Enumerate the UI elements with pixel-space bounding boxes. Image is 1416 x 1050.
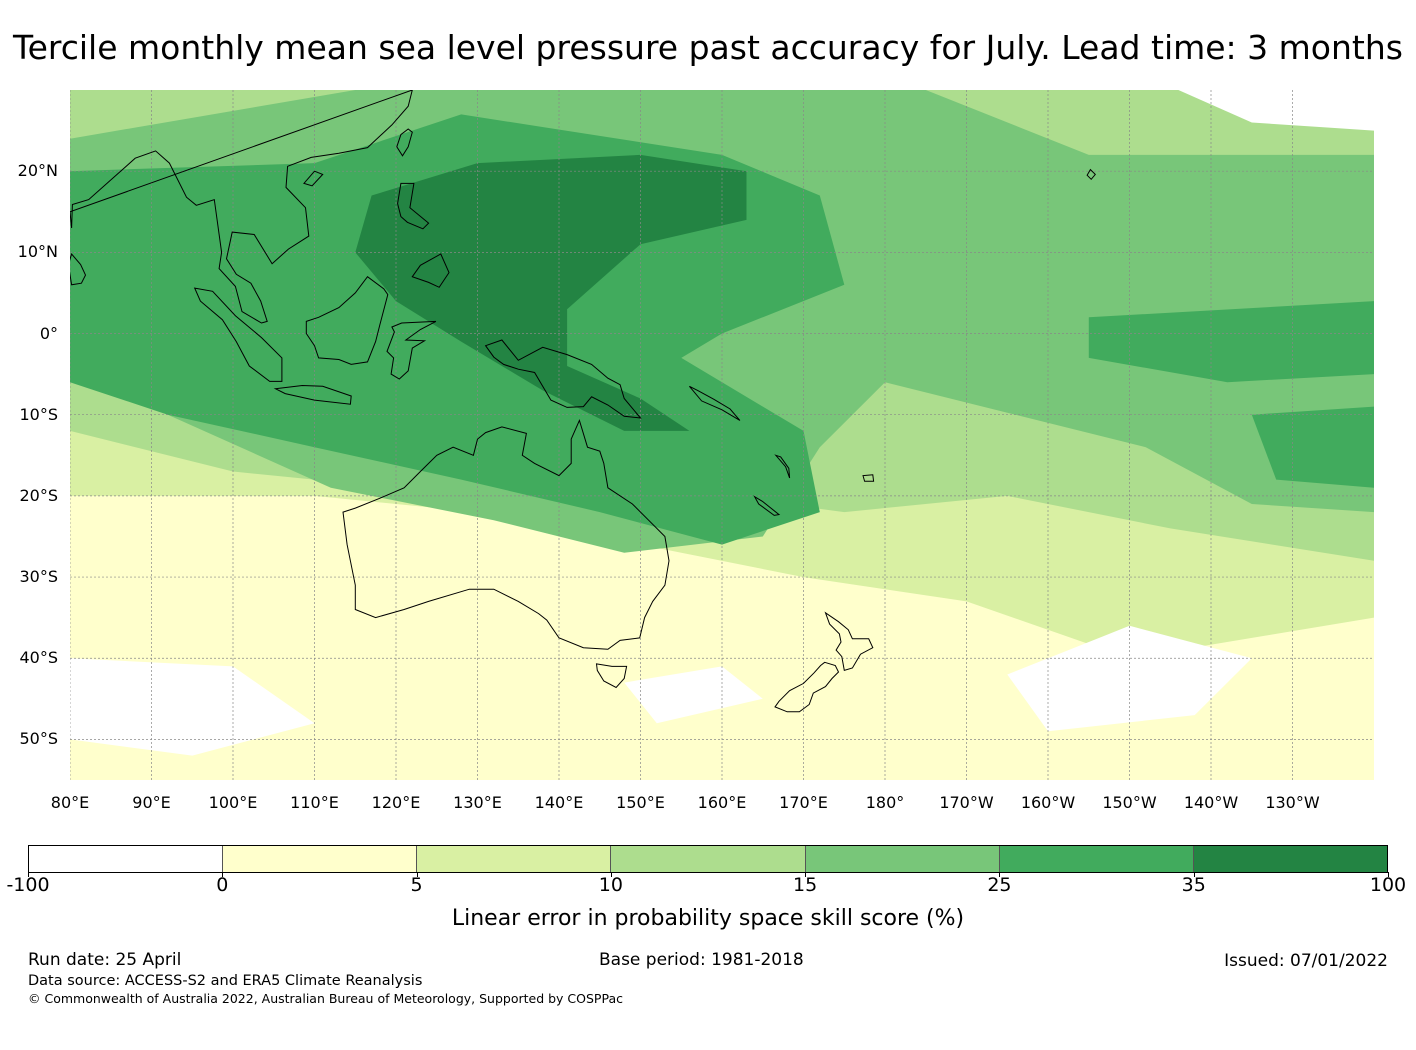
latitude-label: 0°: [39, 323, 58, 343]
gridlines: [70, 90, 1374, 780]
new-guinea-coastline: [484, 339, 642, 419]
taiwan-coastline: [396, 128, 413, 157]
longitude-label: 150°E: [616, 793, 665, 812]
philippines-luzon-coastline: [397, 182, 430, 230]
colorbar-segment: [999, 846, 1194, 872]
colorbar-tick-mark: [1388, 872, 1389, 877]
new-caledonia-coastline: [753, 495, 781, 516]
colorbar-tick-label: 15: [793, 874, 818, 896]
colorbar-tick-mark: [28, 872, 29, 877]
sulawesi-coastline: [386, 320, 437, 380]
colorbar-tick-label: 25: [987, 874, 1012, 896]
skill-map-svg: [70, 90, 1374, 780]
latitude-label: 10°S: [19, 404, 58, 424]
longitude-label: 160°E: [697, 793, 747, 812]
skill-map: [70, 90, 1374, 780]
fiji-coastline: [862, 474, 875, 482]
longitude-label: 110°E: [290, 793, 339, 812]
colorbar-segment: [223, 846, 418, 872]
vanuatu-coastline: [774, 454, 791, 479]
longitude-label: 170°E: [779, 793, 828, 812]
sri-lanka-coastline: [70, 252, 87, 286]
longitude-label: 130°E: [453, 793, 502, 812]
solomon-islands-coastline: [689, 385, 741, 421]
latitude-label: 10°N: [17, 242, 58, 262]
sumatra-coastline: [193, 287, 283, 382]
hainan-coastline: [303, 170, 324, 187]
tasmania-coastline: [595, 663, 628, 689]
colorbar-tick-mark: [222, 872, 224, 877]
latitude-label: 40°S: [19, 648, 58, 668]
copyright: © Commonwealth of Australia 2022, Austra…: [28, 991, 623, 1006]
longitude-label: 160°W: [1020, 793, 1076, 812]
map-title: Tercile monthly mean sea level pressure …: [13, 28, 1403, 67]
colorbar-segment: [805, 846, 1000, 872]
data-source: Data source: ACCESS-S2 and ERA5 Climate …: [28, 973, 423, 989]
australia-coastline: [342, 418, 670, 650]
colorbar-segment: [29, 846, 224, 872]
longitude-label: 180°: [865, 793, 905, 812]
java-coastline: [273, 384, 352, 405]
zone-35-100: [355, 154, 747, 431]
borneo-coastline: [305, 276, 389, 365]
longitude-label: 140°W: [1183, 793, 1239, 812]
latitude-label: 30°S: [19, 567, 58, 587]
longitude-label: 140°E: [534, 793, 584, 812]
zone-negative-north-pacific: [1178, 90, 1374, 131]
latitude-label: 20°S: [19, 485, 58, 505]
issued-date: Issued: 07/01/2022: [1224, 951, 1388, 971]
hawaii-coastline: [1086, 168, 1096, 181]
colorbar-tick-mark: [416, 872, 418, 877]
colorbar-tick-mark: [610, 872, 612, 877]
colorbar-segment: [1193, 846, 1387, 872]
zone-negative-tasman-sea: [624, 666, 763, 724]
longitude-label: 150°W: [1102, 793, 1157, 812]
colorbar-tick-mark: [999, 872, 1001, 877]
colorbar-tick-label: 5: [410, 874, 423, 896]
colorbar-tick-label: 35: [1181, 874, 1206, 896]
longitude-label: 100°E: [208, 793, 258, 812]
asia-mainland-coastline: [70, 90, 413, 324]
colorbar-tick-label: 0: [216, 874, 229, 896]
colorbar-tick-mark: [805, 872, 807, 877]
colorbar-tick-label: -100: [6, 874, 50, 896]
latitude-label: 20°N: [17, 161, 58, 181]
run-date: Run date: 25 April: [28, 950, 182, 970]
base-period: Base period: 1981-2018: [599, 950, 804, 970]
new-zealand-north-island-coastline: [824, 611, 874, 672]
longitude-label: 90°E: [132, 793, 171, 812]
coastlines: [70, 90, 1096, 713]
longitude-label: 130°W: [1265, 793, 1320, 812]
colorbar: [28, 845, 1388, 873]
philippines-mindanao-coastline: [411, 253, 450, 288]
latitude-label: 50°S: [19, 729, 58, 749]
longitude-label: 170°W: [939, 793, 994, 812]
colorbar-tick-mark: [1193, 872, 1195, 877]
colorbar-segment: [611, 846, 806, 872]
colorbar-segment: [417, 846, 612, 872]
longitude-label: 120°E: [371, 793, 421, 812]
zone-negative-indian-ocean: [70, 658, 315, 756]
longitude-label: 80°E: [50, 793, 90, 812]
zone-25-35-east: [1088, 301, 1374, 383]
colorbar-label: Linear error in probability space skill …: [451, 906, 965, 931]
colorbar-tick-label: 100: [1369, 874, 1407, 896]
colorbar-tick-label: 10: [598, 874, 623, 896]
new-zealand-south-island-coastline: [774, 661, 840, 713]
zone-25-35-southeast: [1251, 406, 1374, 488]
